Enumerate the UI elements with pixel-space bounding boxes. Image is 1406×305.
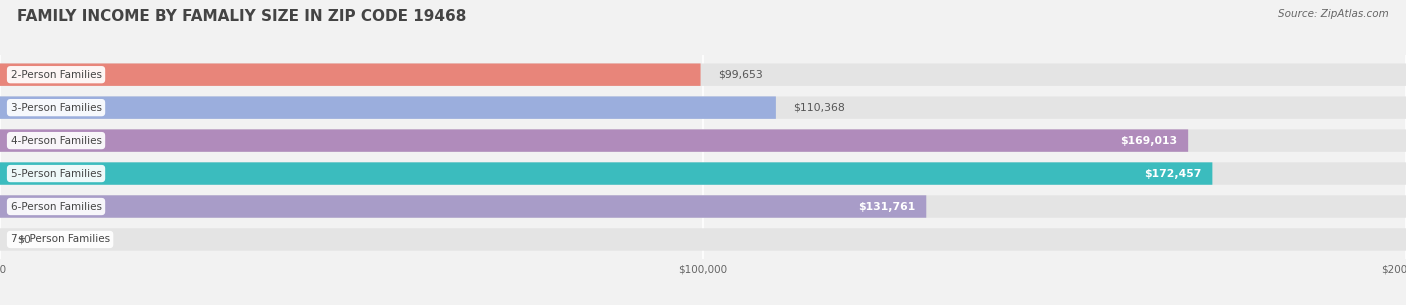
FancyBboxPatch shape bbox=[0, 195, 1406, 218]
Text: 6-Person Families: 6-Person Families bbox=[11, 202, 101, 211]
FancyBboxPatch shape bbox=[0, 228, 1406, 251]
Text: $131,761: $131,761 bbox=[859, 202, 915, 211]
Text: $169,013: $169,013 bbox=[1121, 136, 1178, 145]
Text: 2-Person Families: 2-Person Families bbox=[11, 70, 101, 80]
FancyBboxPatch shape bbox=[0, 96, 776, 119]
Text: $99,653: $99,653 bbox=[718, 70, 763, 80]
Text: $0: $0 bbox=[18, 235, 31, 245]
FancyBboxPatch shape bbox=[0, 129, 1188, 152]
FancyBboxPatch shape bbox=[0, 96, 1406, 119]
FancyBboxPatch shape bbox=[0, 63, 700, 86]
Text: Source: ZipAtlas.com: Source: ZipAtlas.com bbox=[1278, 9, 1389, 19]
FancyBboxPatch shape bbox=[0, 195, 927, 218]
Text: $110,368: $110,368 bbox=[793, 103, 845, 113]
FancyBboxPatch shape bbox=[0, 63, 1406, 86]
Text: 7+ Person Families: 7+ Person Families bbox=[11, 235, 110, 245]
Text: 3-Person Families: 3-Person Families bbox=[11, 103, 101, 113]
Text: 5-Person Families: 5-Person Families bbox=[11, 169, 101, 178]
Text: $172,457: $172,457 bbox=[1144, 169, 1202, 178]
Text: FAMILY INCOME BY FAMALIY SIZE IN ZIP CODE 19468: FAMILY INCOME BY FAMALIY SIZE IN ZIP COD… bbox=[17, 9, 467, 24]
FancyBboxPatch shape bbox=[0, 129, 1406, 152]
Text: 4-Person Families: 4-Person Families bbox=[11, 136, 101, 145]
FancyBboxPatch shape bbox=[0, 162, 1212, 185]
FancyBboxPatch shape bbox=[0, 162, 1406, 185]
